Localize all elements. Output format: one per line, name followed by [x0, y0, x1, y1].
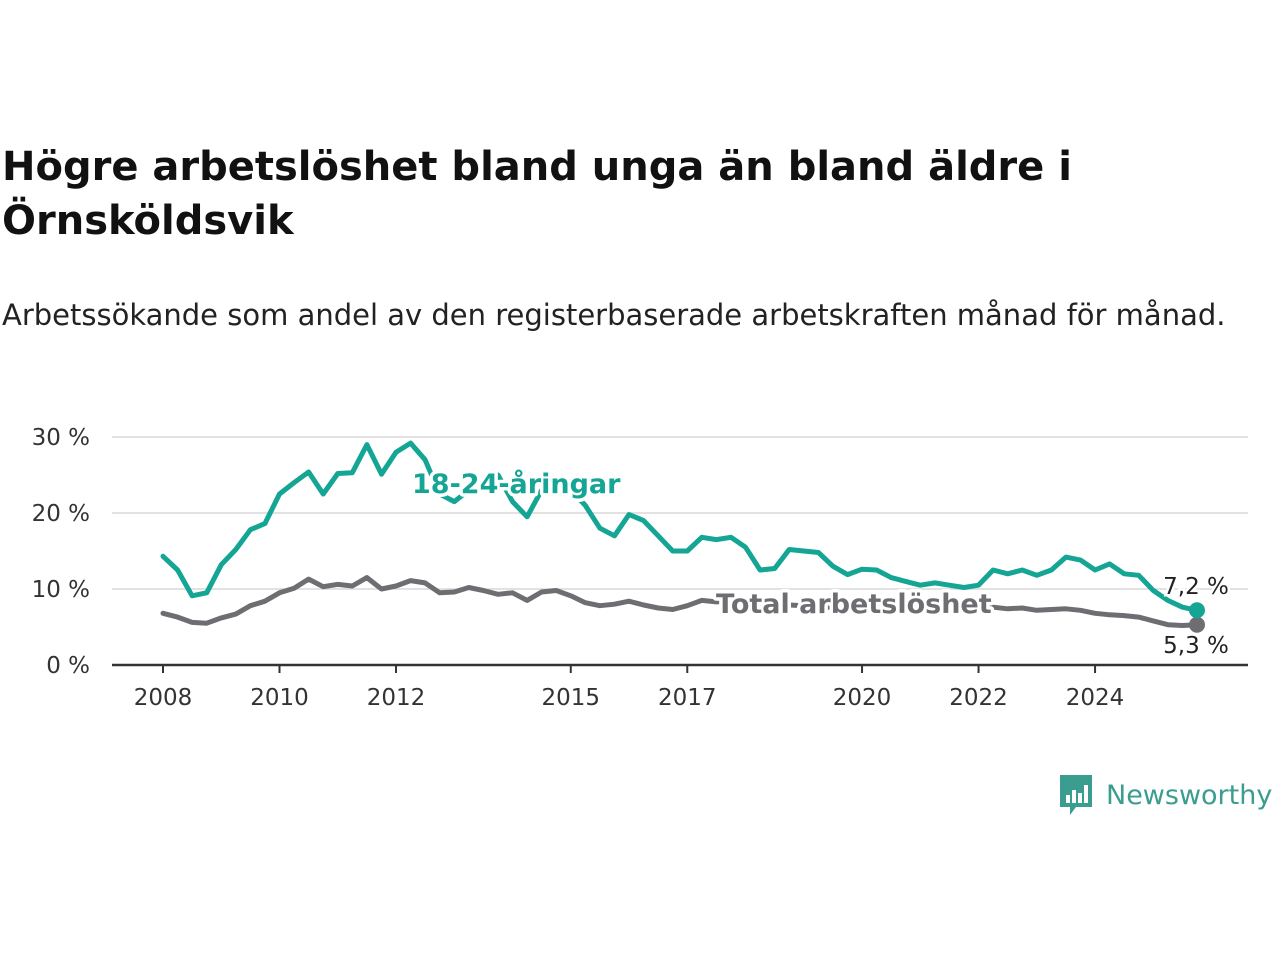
chart-subtitle: Arbetssökande som andel av den registerb… — [2, 298, 1226, 332]
series-end-point — [1189, 616, 1205, 633]
end-value-total: 5,3 % — [1163, 633, 1229, 659]
x-tick-label: 2012 — [367, 685, 426, 711]
newsworthy-brand: Newsworthy — [1058, 772, 1272, 818]
brand-name: Newsworthy — [1106, 779, 1273, 811]
end-value-youth: 7,2 % — [1163, 574, 1229, 600]
y-tick-label: 30 % — [32, 425, 90, 451]
x-tick-label: 2017 — [658, 685, 717, 711]
series-labels: 18-24-åringar Total arbetslöshet 7,2 % 5,3 … — [409, 465, 1232, 662]
x-tick-label: 2015 — [542, 685, 601, 711]
series-label-youth: 18-24-åringar — [412, 468, 621, 500]
series-line-total — [160, 575, 1200, 628]
x-tick-label: 2024 — [1066, 685, 1125, 711]
y-tick-label: 20 % — [32, 501, 90, 527]
x-tick-label: 2008 — [134, 685, 193, 711]
axes: 0 % 10 % 20 % 30 % 2008 2010 2012 2015 2017 2020 2… — [32, 425, 1248, 711]
series-lines — [160, 440, 1205, 633]
x-tick-label: 2022 — [949, 685, 1008, 711]
series-end-point — [1189, 602, 1205, 619]
y-tick-label: 10 % — [32, 577, 90, 603]
newsworthy-logo-icon — [1060, 775, 1092, 815]
x-tick-label: 2010 — [250, 685, 309, 711]
series-line-youth — [160, 440, 1200, 613]
series-label-total: Total arbetslöshet — [716, 589, 992, 620]
chart-title: Högre arbetslöshet bland unga än bland ä… — [2, 144, 1072, 244]
gridlines — [112, 436, 1248, 590]
y-tick-label: 0 % — [46, 653, 90, 679]
x-tick-label: 2020 — [833, 685, 892, 711]
